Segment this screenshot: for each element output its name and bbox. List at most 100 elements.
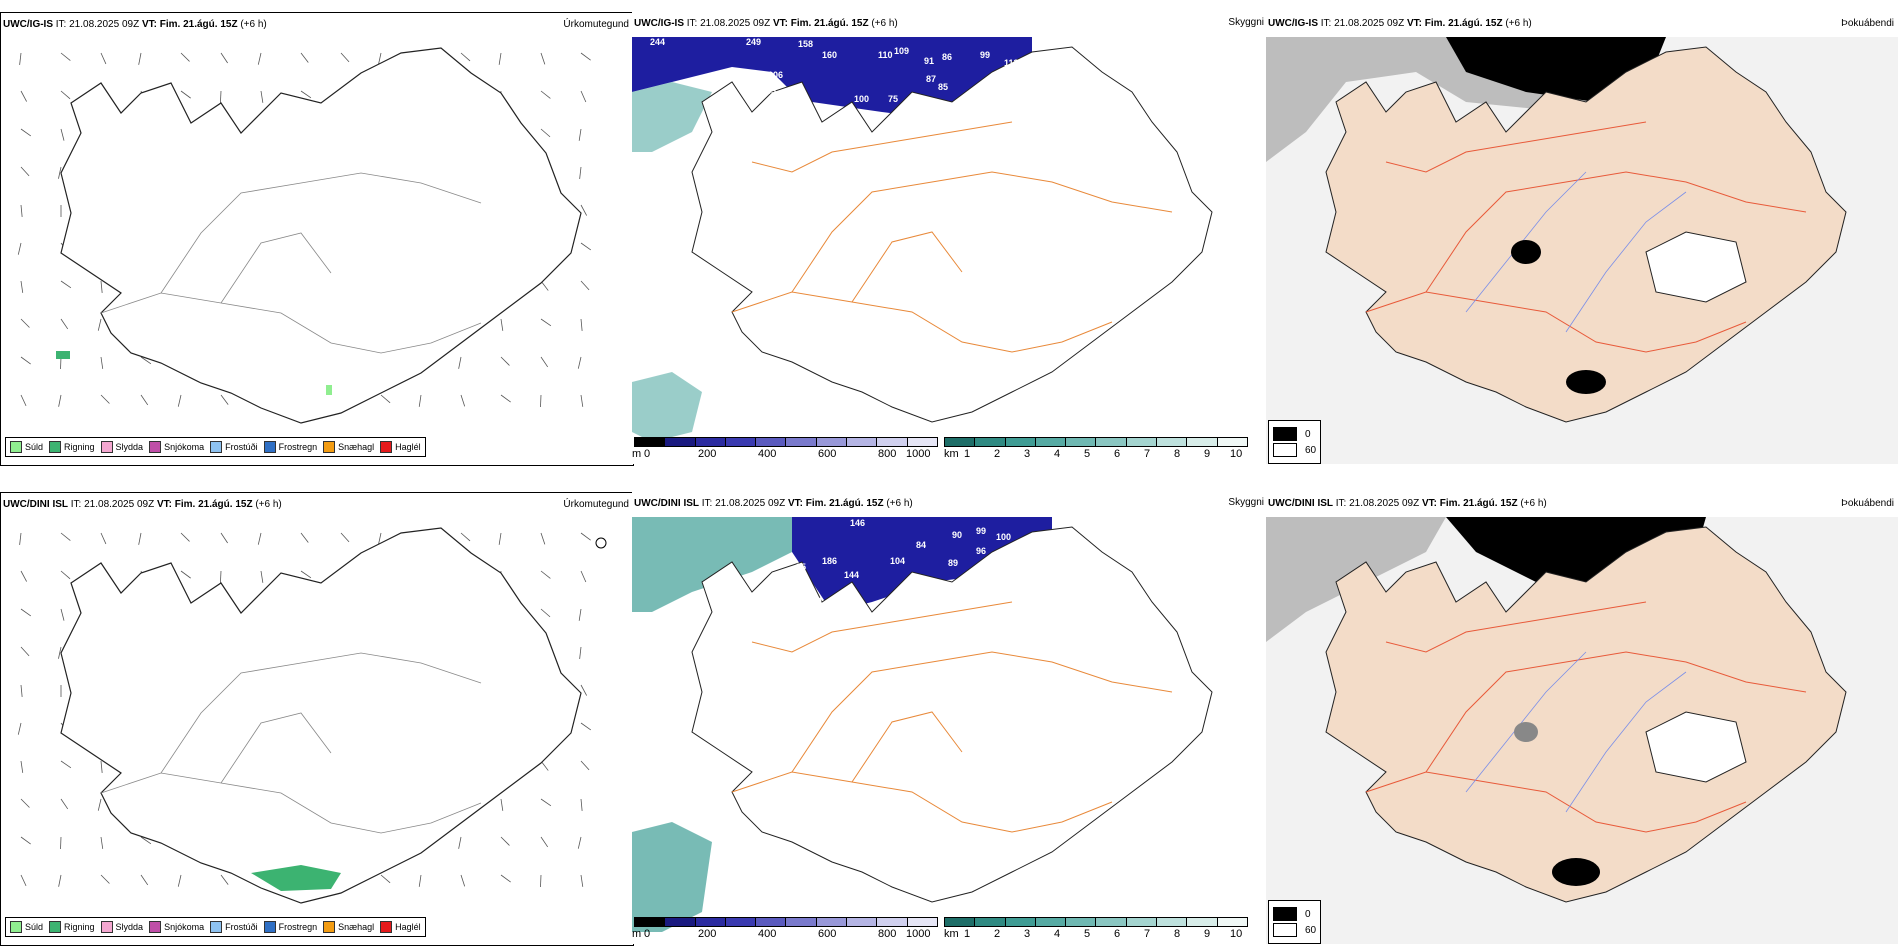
vis-tick: 2 (994, 928, 1001, 940)
cloud-panel-bottom: UWC/DINI ISL IT: 21.08.2025 09Z VT: Fim.… (632, 492, 1264, 944)
legend-item: Snæhagl (323, 921, 374, 933)
visibility-colorbar (944, 437, 1248, 447)
precip-type-legend: Súld Rigning Slydda Snjókoma Frostúði Fr… (5, 437, 426, 457)
cloud-label: 96 (976, 546, 987, 556)
vis-tick: 5 (1084, 448, 1091, 460)
legend-item: Snjókoma (149, 921, 204, 933)
cloud-tick: 1000 (906, 928, 931, 940)
cloud-tick: 400 (758, 448, 777, 460)
cloud-tick: 600 (818, 448, 837, 460)
visibility-colorbar (944, 917, 1248, 927)
cloud-label: 118 (782, 100, 797, 110)
cloud-label: 144 (844, 570, 860, 580)
legend-item: Slydda (100, 921, 143, 933)
legend-item: Súld (10, 921, 43, 933)
vis-tick: 10 (1230, 448, 1243, 460)
vis-tick: 3 (1024, 448, 1031, 460)
cloud-base-colorbar (634, 917, 938, 927)
fog-legend-value: 0 (1305, 908, 1311, 920)
cloud-label: 99 (980, 50, 991, 60)
cloud-tick: 600 (818, 928, 837, 940)
cloud-panel-top: UWC/IG-IS IT: 21.08.2025 09Z VT: Fim. 21… (632, 12, 1264, 464)
cloud-label: 99 (976, 526, 987, 536)
legend-item: Frostregn (263, 441, 317, 453)
legend-item: Frostúði (210, 441, 258, 453)
vis-tick: 8 (1174, 448, 1181, 460)
cloud-tick: 200 (698, 448, 717, 460)
cloud-label: 35 (796, 562, 807, 572)
legend-item: Haglél (380, 441, 421, 453)
legend-item: Rigning (49, 441, 95, 453)
panel-title: Úrkomutegund (563, 499, 629, 510)
cloud-label: 160 (822, 50, 838, 60)
panel-title: Skyggni (1228, 497, 1264, 508)
cloud-label: 109 (894, 46, 910, 56)
panel-header: UWC/IG-IS IT: 21.08.2025 09Z VT: Fim. 21… (634, 18, 898, 29)
vis-tick: 10 (1230, 928, 1243, 940)
cloud-tick: 400 (758, 928, 777, 940)
cloud-label: 85 (938, 82, 949, 92)
visibility-unit: km (944, 448, 959, 460)
cloud-label: 100 (854, 94, 870, 104)
panel-header: UWC/DINI ISL IT: 21.08.2025 09Z VT: Fim.… (3, 499, 282, 510)
iceland-map-fog-top (1266, 37, 1898, 464)
cloud-label: 104 (890, 556, 906, 566)
cloud-label: 113 (1004, 58, 1019, 68)
vis-tick: 7 (1144, 928, 1151, 940)
cloud-label: 89 (948, 558, 959, 568)
cloud-label: 244 (650, 37, 666, 47)
cloud-label: 84 (916, 540, 927, 550)
cloud-label: 100 (996, 532, 1012, 542)
iceland-map-cloud-top (632, 37, 1213, 442)
cloud-label: 146 (850, 518, 866, 528)
cloud-label: 158 (798, 39, 814, 49)
cloud-label: 86 (942, 52, 953, 62)
cloud-label: 106 (768, 70, 784, 80)
cloud-tick: 0 (644, 928, 651, 940)
vis-tick: 5 (1084, 928, 1091, 940)
iceland-map-precip-bottom (17, 527, 607, 904)
vis-tick: 1 (964, 928, 971, 940)
vis-tick: 3 (1024, 928, 1031, 940)
vis-tick: 8 (1174, 928, 1181, 940)
panel-title: Skyggni (1228, 17, 1264, 28)
iceland-map-fog-bottom (1266, 517, 1898, 944)
fog-legend-value: 60 (1305, 444, 1317, 456)
cloud-label: 42 (910, 866, 921, 876)
precip-panel-bottom: UWC/DINI ISL IT: 21.08.2025 09Z VT: Fim.… (0, 492, 634, 946)
cloud-label: 131 (808, 596, 824, 606)
panel-header: UWC/DINI ISL IT: 21.08.2025 09Z VT: Fim.… (634, 498, 913, 509)
fog-legend-value: 0 (1305, 428, 1311, 440)
vis-tick: 4 (1054, 448, 1061, 460)
precip-panel-top: UWC/IG-IS IT: 21.08.2025 09Z VT: Fim. 21… (0, 12, 634, 466)
vis-tick: 1 (964, 448, 971, 460)
panel-title: Þokuábendi (1841, 498, 1894, 509)
legend-item: Haglél (380, 921, 421, 933)
panel-title: Þokuábendi (1841, 18, 1894, 29)
legend-item: Snjókoma (149, 441, 204, 453)
legend-item: Snæhagl (323, 441, 374, 453)
cloud-tick: 800 (878, 928, 897, 940)
cloud-base-colorbar (634, 437, 938, 447)
vis-tick: 6 (1114, 928, 1121, 940)
cloud-unit: m (632, 928, 642, 940)
legend-item: Frostúði (210, 921, 258, 933)
cloud-tick: 200 (698, 928, 717, 940)
panel-header: UWC/IG-IS IT: 21.08.2025 09Z VT: Fim. 21… (3, 19, 267, 30)
fog-index-legend: 0 60 (1268, 420, 1322, 464)
legend-item: Frostregn (263, 921, 317, 933)
cloud-tick: 0 (644, 448, 651, 460)
vis-tick: 2 (994, 448, 1001, 460)
visibility-unit: km (944, 928, 959, 940)
vis-tick: 7 (1144, 448, 1151, 460)
cloud-unit: m (632, 448, 642, 460)
cloud-label: 91 (924, 56, 935, 66)
iceland-map-precip-top (17, 47, 592, 424)
panel-header: UWC/DINI ISL IT: 21.08.2025 09Z VT: Fim.… (1268, 498, 1547, 509)
cloud-tick: 800 (878, 448, 897, 460)
cloud-label: 57 (940, 872, 951, 882)
cloud-label: 90 (952, 530, 963, 540)
vis-tick: 9 (1204, 928, 1211, 940)
cloud-label: 186 (822, 556, 838, 566)
cloud-label: 35 (766, 86, 777, 96)
